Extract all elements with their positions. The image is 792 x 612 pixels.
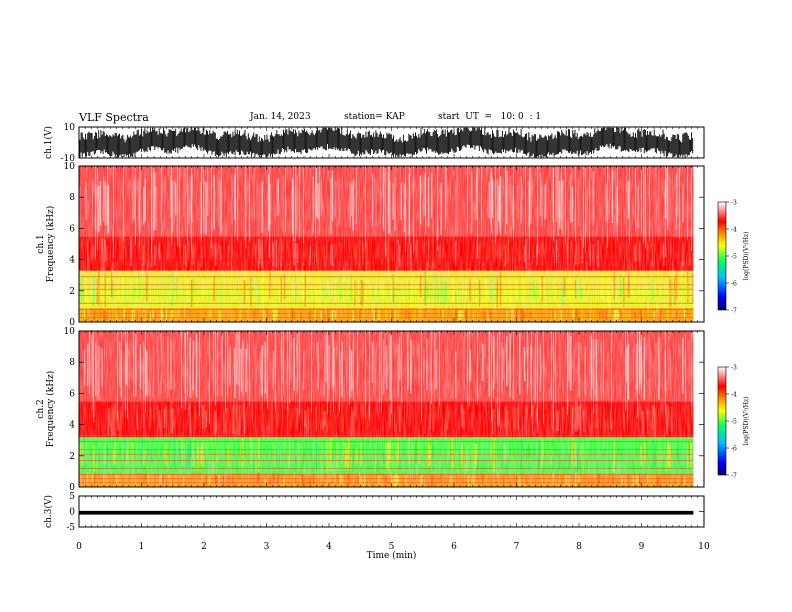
x-tick-label: 8 — [576, 542, 582, 552]
ch1-spectrogram-panel: 0 2 4 6 8 10 ch.1 Frequency (kHz) -3 -4 -5 -6 -7 log(… — [36, 162, 750, 328]
ch3-waveform-ytick-label: -5 — [66, 523, 75, 533]
ch1-waveform-ytick-label: -10 — [61, 154, 76, 164]
ch2-spectrogram-ytick-label: 8 — [69, 358, 75, 368]
ch1-waveform-panel: 10 -10 ch.1(V) — [43, 123, 705, 164]
ch1-waveform-ytick-label: 10 — [64, 123, 76, 133]
ch2-spectrogram-panel — [79, 331, 704, 487]
ch1-waveform-trace — [79, 127, 694, 158]
ch1-spectrogram-ytick-label: 6 — [69, 224, 75, 234]
ch1-spectrogram-colorbar-tick: -3 — [731, 200, 737, 207]
ch1-spectrogram-ylabel: Frequency (kHz) — [45, 206, 56, 283]
x-tick-label: 4 — [326, 542, 332, 552]
x-tick-label: 2 — [201, 542, 207, 552]
x-tick-label: 1 — [139, 542, 145, 552]
ch1-spectrogram-ytick-label: 4 — [69, 256, 75, 266]
start-time-label: start UT = 10: 0 : 1 — [438, 112, 542, 122]
x-tick-label: 5 — [389, 542, 395, 552]
ch1-spectrogram-colorbar-tick: -4 — [731, 227, 737, 234]
ch1-spectrogram-ytick-label: 8 — [69, 193, 75, 203]
ch2-spectrogram-colorbar-tick: -7 — [731, 473, 737, 480]
x-tick-label: 6 — [451, 542, 457, 552]
ch1-spectrogram-ytick-label: 0 — [69, 318, 75, 328]
ch1-spectrogram-ytick-label: 2 — [69, 287, 75, 297]
ch1-spectrogram-colorbar-label: log(PSD)(V²/Hz) — [743, 232, 750, 281]
ch2-spectrogram-colorbar-tick: -3 — [731, 365, 737, 372]
ch2-spectrogram-ytick-label: 2 — [69, 452, 75, 462]
date-label: Jan. 14, 2023 — [250, 112, 311, 122]
x-tick-label: 3 — [264, 542, 270, 552]
ch1-spectrogram-colorbar — [717, 201, 727, 311]
figure-title: VLF Spectra — [79, 111, 149, 124]
ch2-spectrogram-ytick-label: 0 — [69, 483, 75, 493]
ch1-spectrogram-panel — [79, 166, 704, 322]
ch1-waveform-ylabel: ch.1(V) — [43, 126, 54, 159]
ch2-spectrogram-ytick-label: 6 — [69, 389, 75, 399]
x-axis-label: Time (min) — [367, 550, 417, 561]
x-tick-label: 0 — [76, 542, 82, 552]
ch2-spectrogram-colorbar-tick: -5 — [731, 419, 737, 426]
ch2-spectrogram-ylabel: Frequency (kHz) — [45, 371, 56, 448]
x-tick-label: 9 — [639, 542, 645, 552]
ch1-spectrogram-ytick-label: 10 — [64, 162, 76, 172]
ch3-waveform-ytick-label: 0 — [69, 508, 75, 518]
ch2-spectrogram-panel: 0 2 4 6 8 10 ch.2 Frequency (kHz) -3 -4 -5 -6 -7 log(… — [36, 327, 750, 493]
x-tick-label: 10 — [698, 542, 710, 552]
ch2-spectrogram-colorbar-label: log(PSD)(V²/Hz) — [743, 397, 750, 446]
ch2-spectrogram-ytick-label: 4 — [69, 421, 75, 431]
ch2-spectrogram-colorbar-tick: -4 — [731, 392, 737, 399]
ch2-spectrogram-colorbar-tick: -6 — [731, 446, 737, 453]
ch1-spectrogram-colorbar-tick: -6 — [731, 281, 737, 288]
ch3-waveform-trace — [79, 510, 694, 515]
station-label: station= KAP — [344, 112, 405, 122]
ch1-spectrogram-ylabel: ch.1 — [36, 234, 46, 253]
ch1-spectrogram-colorbar-tick: -5 — [731, 254, 737, 261]
ch3-waveform-ylabel: ch.3(V) — [43, 495, 54, 528]
ch1-spectrogram-colorbar-tick: -7 — [731, 308, 737, 315]
ch2-spectrogram-colorbar — [717, 366, 727, 476]
x-tick-label: 7 — [514, 542, 520, 552]
ch3-waveform-ytick-label: 5 — [69, 492, 75, 502]
ch2-spectrogram-ylabel: ch.2 — [36, 399, 46, 418]
ch2-spectrogram-ytick-label: 10 — [64, 327, 76, 337]
